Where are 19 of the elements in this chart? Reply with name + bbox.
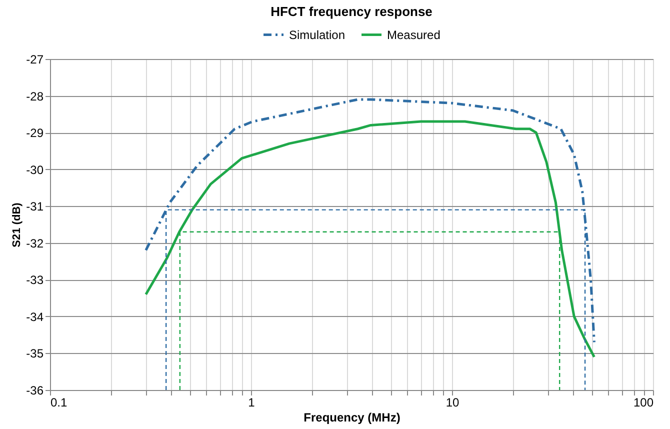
y-tick-label: -28 (26, 89, 44, 104)
y-axis-title: S21 (dB) (11, 202, 24, 248)
x-tick-label: 10 (446, 396, 460, 410)
legend-label: Simulation (289, 28, 346, 42)
legend-label: Measured (387, 28, 440, 42)
y-tick-label: -30 (26, 162, 44, 177)
chart-title: HFCT frequency response (270, 4, 432, 19)
x-axis-title: Frequency (MHz) (304, 410, 400, 424)
y-tick-label: -32 (26, 236, 44, 250)
y-tick-label: -31 (26, 200, 44, 214)
y-tick-label: -35 (26, 346, 44, 361)
y-tick-label: -29 (26, 126, 44, 140)
y-tick-label: -27 (26, 52, 44, 66)
y-tick-label: -33 (26, 273, 44, 288)
x-tick-label: 0.1 (50, 396, 68, 410)
y-tick-label: -34 (26, 310, 44, 324)
y-tick-label: -36 (26, 384, 44, 398)
x-tick-label: 1 (248, 396, 256, 410)
x-tick-label: 100 (633, 396, 654, 410)
